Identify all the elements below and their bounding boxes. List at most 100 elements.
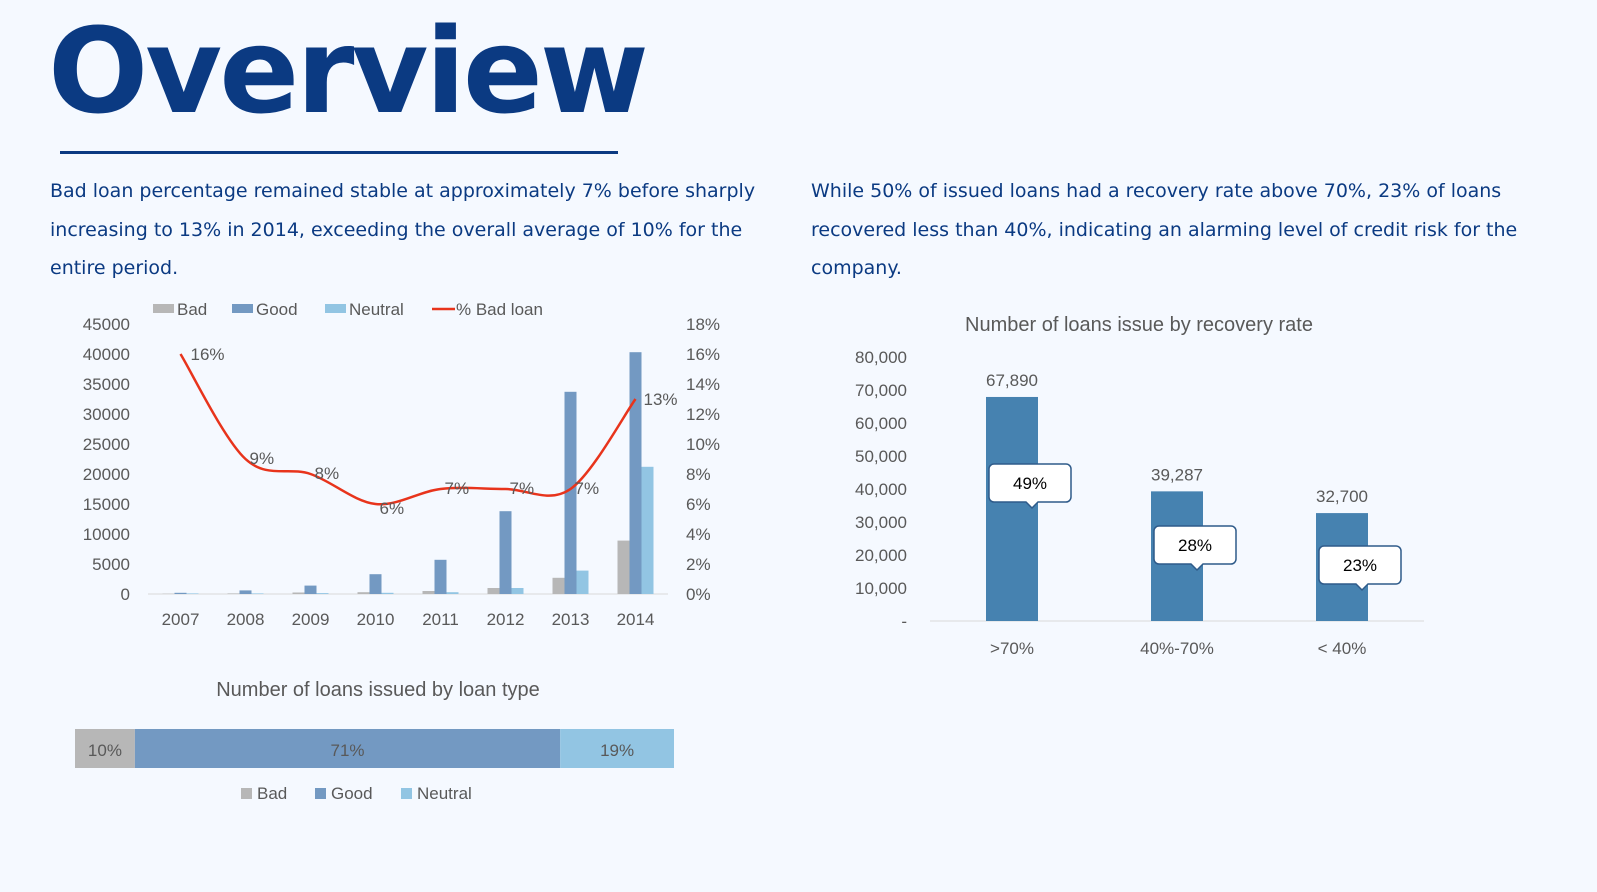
y-tick-label: 80,000	[855, 348, 907, 367]
line-data-label: 7%	[445, 479, 470, 498]
y2-tick-label: 4%	[686, 525, 711, 544]
y-tick-label: 15000	[83, 495, 130, 514]
title-underline	[60, 151, 618, 154]
x-tick-label: < 40%	[1318, 639, 1367, 658]
bar-good	[564, 391, 577, 594]
y2-tick-label: 6%	[686, 495, 711, 514]
callout-label: 49%	[1013, 474, 1047, 493]
y-tick-label: 25000	[83, 435, 130, 454]
callout-label: 28%	[1178, 536, 1212, 555]
y-tick-label: 20000	[83, 465, 130, 484]
callout-label: 23%	[1343, 556, 1377, 575]
segment-label: 19%	[600, 741, 634, 760]
bar-bad	[292, 592, 305, 594]
legend-label: Good	[256, 300, 298, 319]
line-data-label: 6%	[380, 499, 405, 518]
segment-label: 10%	[88, 741, 122, 760]
chart-title: Number of loans issue by recovery rate	[965, 314, 1313, 336]
x-tick-label: 2012	[487, 610, 525, 629]
chart-title: Number of loans issued by loan type	[216, 679, 540, 701]
y2-tick-label: 8%	[686, 465, 711, 484]
bar-neutral	[576, 570, 589, 594]
bar-value-label: 32,700	[1316, 487, 1368, 506]
bar-bad	[357, 592, 370, 594]
bar-bad	[552, 577, 565, 594]
bar-good	[434, 559, 447, 594]
recovery-bar	[986, 396, 1038, 621]
x-tick-label: 2009	[292, 610, 330, 629]
line-data-label: 7%	[510, 479, 535, 498]
bar-neutral	[446, 592, 459, 594]
y2-tick-label: 2%	[686, 555, 711, 574]
y-tick-label: 70,000	[855, 381, 907, 400]
bar-good	[239, 590, 252, 594]
y-tick-label: 10000	[83, 525, 130, 544]
y-tick-label: 10,000	[855, 579, 907, 598]
bar-good	[629, 352, 642, 594]
callout-bubble	[988, 463, 1072, 510]
y-tick-label: 50,000	[855, 447, 907, 466]
legend-label: Bad	[177, 300, 207, 319]
left-insight-text: Bad loan percentage remained stable at a…	[50, 180, 756, 279]
legend-swatch	[241, 788, 252, 799]
y-tick-label: 35000	[83, 375, 130, 394]
y2-tick-label: 12%	[686, 405, 720, 424]
y-tick-label: 30000	[83, 405, 130, 424]
bar-bad	[617, 540, 630, 594]
bar-bad	[487, 588, 500, 594]
bar-good	[369, 574, 382, 594]
line-data-label: 13%	[644, 390, 678, 409]
y-tick-label: 60,000	[855, 414, 907, 433]
x-tick-label: 2011	[422, 610, 459, 629]
bad-loan-line	[179, 353, 637, 506]
y2-tick-label: 14%	[686, 375, 720, 394]
legend-swatch	[401, 788, 412, 799]
x-tick-label: 2008	[227, 610, 265, 629]
y-tick-label: 45000	[83, 315, 130, 334]
legend-swatch	[232, 304, 253, 313]
line-data-label: 9%	[250, 449, 275, 468]
page-title: Overview	[48, 2, 649, 140]
line-data-label: 8%	[315, 464, 340, 483]
y-tick-label: 40,000	[855, 480, 907, 499]
bar-neutral	[251, 593, 264, 594]
bar-bad	[422, 591, 435, 594]
y2-tick-label: 0%	[686, 585, 711, 604]
bar-bad	[227, 593, 240, 594]
bar-neutral	[641, 466, 654, 594]
y2-tick-label: 10%	[686, 435, 720, 454]
stacked-segment-neutral	[560, 729, 674, 768]
bar-value-label: 67,890	[986, 371, 1038, 390]
segment-label: 71%	[331, 741, 365, 760]
x-tick-label: >70%	[990, 639, 1034, 658]
line-data-label: 16%	[191, 345, 225, 364]
x-tick-label: 2014	[617, 610, 655, 629]
legend-swatch	[315, 788, 326, 799]
y-tick-label: -	[901, 612, 907, 631]
x-tick-label: 2010	[357, 610, 395, 629]
bar-neutral	[316, 593, 329, 594]
bar-neutral	[511, 588, 524, 594]
right-insight-text: While 50% of issued loans had a recovery…	[811, 180, 1518, 279]
y-tick-label: 30,000	[855, 513, 907, 532]
stacked-segment-good	[134, 729, 561, 768]
y2-tick-label: 16%	[686, 345, 720, 364]
legend-label: Neutral	[417, 784, 472, 803]
callout-bubble	[1318, 545, 1402, 592]
y-tick-label: 40000	[83, 345, 130, 364]
x-tick-label: 2007	[162, 610, 200, 629]
legend-label: Bad	[257, 784, 287, 803]
bar-good	[499, 511, 512, 594]
y-tick-label: 0	[121, 585, 130, 604]
x-tick-label: 2013	[552, 610, 590, 629]
legend-swatch	[325, 304, 346, 313]
bar-value-label: 39,287	[1151, 465, 1203, 484]
y2-tick-label: 18%	[686, 315, 720, 334]
legend-label: % Bad loan	[456, 300, 543, 319]
legend-swatch	[153, 304, 174, 313]
line-data-label: 7%	[575, 479, 600, 498]
bar-good	[304, 585, 317, 594]
y-tick-label: 20,000	[855, 546, 907, 565]
